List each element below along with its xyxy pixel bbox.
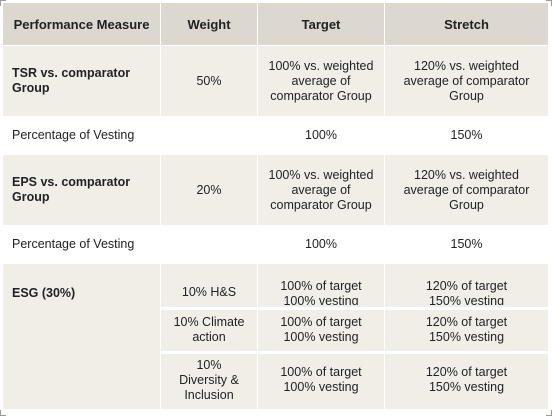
row-eps-vesting-weight: [161, 226, 257, 263]
esg-climate-weight: 10% Climate action: [161, 312, 257, 348]
row-eps-vesting-target: 100%: [258, 226, 384, 263]
header-weight: Weight: [161, 3, 257, 45]
row-eps-measure: EPS vs. comparator Group: [3, 155, 160, 225]
esg-divider: [161, 351, 548, 354]
esg-divider: [161, 307, 548, 310]
row-tsr-stretch: 120% vs. weighted average of comparator …: [385, 46, 548, 116]
header-stretch: Stretch: [385, 3, 548, 45]
esg-hs-stretch: 120% of target 150% vesting: [385, 279, 548, 305]
row-tsr-measure: TSR vs. comparator Group: [3, 46, 160, 116]
esg-diversity-stretch: 120% of target 150% vesting: [385, 356, 548, 404]
header-measure: Performance Measure: [3, 3, 160, 45]
crop-mark: [0, 410, 6, 416]
column-divider: [257, 264, 258, 409]
row-tsr-vesting-stretch: 150%: [385, 117, 548, 154]
row-eps-vesting-label: Percentage of Vesting: [3, 226, 160, 263]
esg-diversity-target: 100% of target 100% vesting: [258, 356, 384, 404]
row-tsr-vesting-target: 100%: [258, 117, 384, 154]
row-esg-measure: ESG (30%): [3, 264, 160, 409]
row-tsr-target: 100% vs. weighted average of comparator …: [258, 46, 384, 116]
row-tsr-vesting-weight: [161, 117, 257, 154]
row-eps-target: 100% vs. weighted average of comparator …: [258, 155, 384, 225]
crop-mark: [546, 0, 552, 6]
crop-mark: [546, 410, 552, 416]
esg-climate-target: 100% of target 100% vesting: [258, 312, 384, 348]
row-eps-vesting-stretch: 150%: [385, 226, 548, 263]
esg-climate-stretch: 120% of target 150% vesting: [385, 312, 548, 348]
esg-hs-target: 100% of target 100% vesting: [258, 279, 384, 305]
row-tsr-vesting-label: Percentage of Vesting: [3, 117, 160, 154]
row-eps-stretch: 120% vs. weighted average of comparator …: [385, 155, 548, 225]
row-tsr-weight: 50%: [161, 46, 257, 116]
esg-hs-weight: 10% H&S: [161, 279, 257, 305]
column-divider: [384, 264, 385, 409]
row-eps-weight: 20%: [161, 155, 257, 225]
column-divider: [160, 264, 161, 409]
header-target: Target: [258, 3, 384, 45]
esg-diversity-weight: 10% Diversity & Inclusion: [161, 356, 257, 404]
crop-mark: [0, 0, 6, 6]
